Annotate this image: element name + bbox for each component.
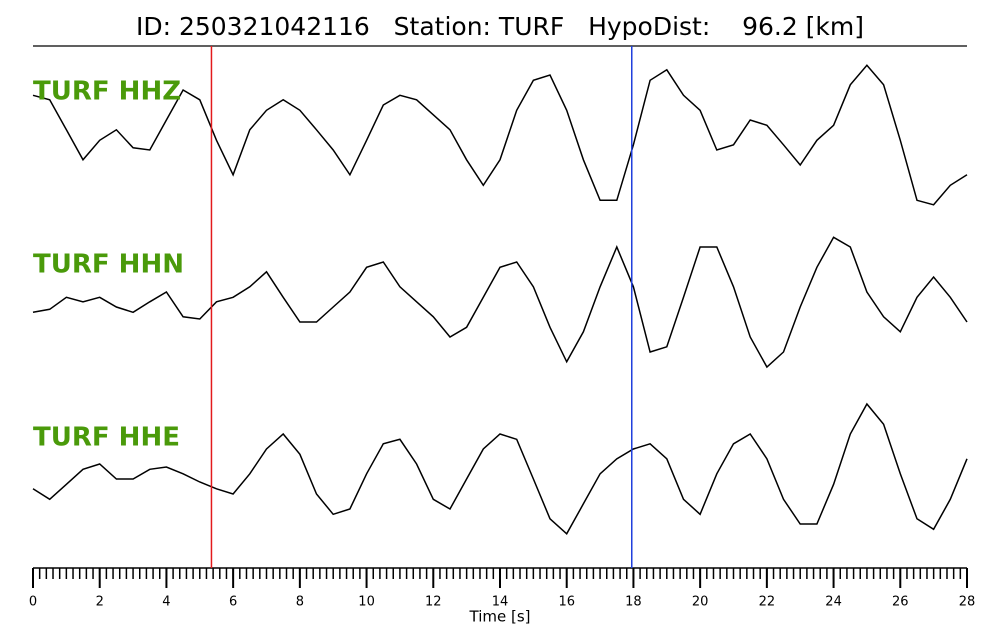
- x-tick-label: 24: [825, 595, 842, 610]
- x-tick-label: 22: [759, 595, 776, 610]
- x-tick-label: 10: [358, 595, 375, 610]
- trace-label: TURF HHN: [33, 250, 184, 280]
- trace-label: TURF HHZ: [33, 77, 181, 107]
- x-tick-label: 12: [425, 595, 442, 610]
- x-tick-label: 28: [959, 595, 976, 610]
- trace: [32, 402, 968, 535]
- x-tick-label: 20: [692, 595, 709, 610]
- x-tick-label: 14: [492, 595, 509, 610]
- x-tick-label: 0: [29, 595, 37, 610]
- x-tick-label: 2: [96, 595, 104, 610]
- x-tick-label: 4: [162, 595, 170, 610]
- x-axis-label: Time [s]: [469, 608, 531, 626]
- trace-label: TURF HHE: [33, 423, 180, 453]
- x-tick-label: 16: [558, 595, 575, 610]
- trace: [32, 236, 968, 369]
- x-tick-label: 8: [296, 595, 304, 610]
- trace: [32, 64, 968, 206]
- x-tick-label: 6: [229, 595, 237, 610]
- chart-title: ID: 250321042116 Station: TURF HypoDist:…: [136, 12, 864, 41]
- x-tick-label: 18: [625, 595, 642, 610]
- x-tick-label: 26: [892, 595, 909, 610]
